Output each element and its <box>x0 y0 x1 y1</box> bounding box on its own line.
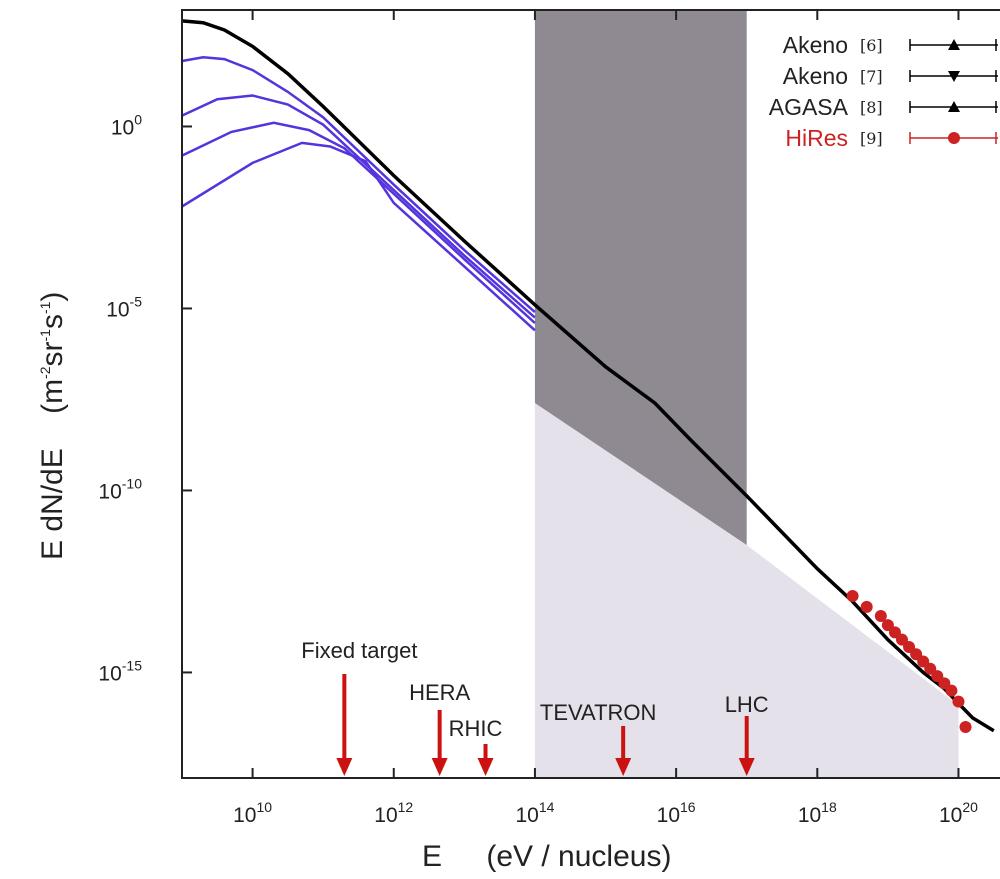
x-tick-label-5: 1018 <box>798 799 837 827</box>
hires-point-2 <box>860 600 873 613</box>
y-axis-units-open: (m <box>36 379 69 414</box>
hires-point-13 <box>945 684 958 697</box>
x-tick-label-6: 1020 <box>939 799 978 827</box>
hires-point-3 <box>874 610 887 623</box>
y-tick-label-2: 10-5 <box>106 293 142 321</box>
legend-marker-4 <box>948 132 960 144</box>
x-tick-label-3: 1014 <box>515 799 554 827</box>
hires-point-1 <box>846 590 859 603</box>
y-axis-units-close: ) <box>36 292 69 302</box>
plot-frame <box>181 9 1000 779</box>
y-axis-label: E dN/dE (m-2sr-1s-1) <box>36 292 69 560</box>
legend-name-4: HiRes <box>785 125 848 151</box>
y-axis-units-exp-3: -1 <box>37 301 53 314</box>
x-axis-label: E (eV / nucleus) <box>422 840 671 873</box>
x-tick-label-4: 1016 <box>657 799 696 827</box>
legend-ref-3: [8] <box>860 98 883 117</box>
component-spectrum-4 <box>181 141 536 332</box>
x-tick-label-2: 1012 <box>374 799 413 827</box>
energy-bands <box>534 10 959 778</box>
annotation-label-2: HERA <box>409 680 470 705</box>
legend-ref-1: [6] <box>860 36 883 55</box>
legend-marker-1 <box>948 39 960 50</box>
annotation-label-1: Fixed target <box>301 638 417 663</box>
x-tick-label-1: 1010 <box>233 799 272 827</box>
legend-ref-4: [9] <box>860 129 883 148</box>
legend-name-2: Akeno <box>783 63 848 89</box>
legend-name-3: AGASA <box>769 94 849 120</box>
accelerator-annotations: Fixed target HERA RHIC TEVATRON LHC <box>301 638 769 776</box>
annotation-arrow-head-2 <box>431 758 448 776</box>
hires-point-14 <box>952 695 965 708</box>
annotation-arrow-head-1 <box>336 758 353 776</box>
band-light <box>534 403 959 778</box>
y-axis-units-exp-1: -2 <box>37 366 53 379</box>
legend-marker-2 <box>948 71 960 82</box>
spectrum-curves <box>181 19 995 733</box>
legend-marker-3 <box>948 101 960 112</box>
y-axis-units-exp-2: -1 <box>37 329 53 342</box>
band-dark <box>534 10 747 546</box>
annotation-arrow-head-3 <box>477 758 494 776</box>
legend-name-1: Akeno <box>783 32 848 58</box>
x-axis-symbol: E <box>422 840 442 873</box>
data-markers <box>846 590 972 734</box>
legend: Akeno [6] Akeno [7] AGASA [8] HiRes [9] <box>769 32 998 151</box>
y-tick-label-4: 10-15 <box>98 657 142 685</box>
component-spectrum-2 <box>181 94 536 319</box>
y-axis-symbol: E dN/dE <box>36 448 69 560</box>
annotation-arrow-head-4 <box>615 758 632 776</box>
x-axis-units: (eV / nucleus) <box>486 840 671 873</box>
y-tick-label-1: 100 <box>111 111 142 139</box>
annotation-label-4: TEVATRON <box>540 700 657 725</box>
annotation-label-3: RHIC <box>449 716 503 741</box>
annotation-arrow-head-5 <box>738 758 755 776</box>
hires-point-15 <box>959 721 972 734</box>
legend-ref-2: [7] <box>860 67 883 86</box>
total-spectrum-line <box>181 19 995 733</box>
y-tick-label-3: 10-10 <box>98 475 142 503</box>
annotation-label-5: LHC <box>725 692 769 717</box>
component-spectrum-1 <box>181 56 536 314</box>
component-spectrum-3 <box>181 121 536 324</box>
axis-ticks: 1010 1012 1014 1016 1018 1020 100 10-5 10-10 10-1… <box>98 10 978 827</box>
y-axis-units-sr: sr <box>36 341 69 366</box>
y-axis-units-s: s <box>36 314 69 329</box>
